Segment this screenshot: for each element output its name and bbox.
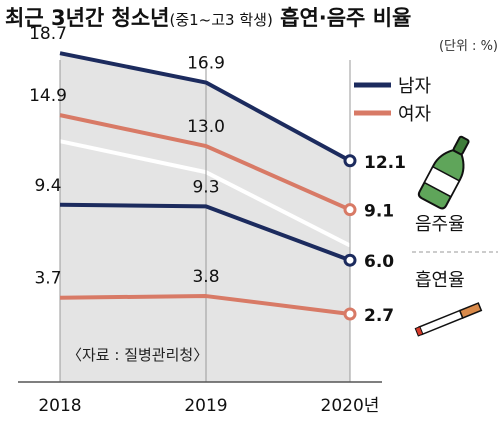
unit-label: (단위 : %) [439, 39, 498, 54]
chart-title-subtitle: (중1~고3 학생) [169, 11, 272, 29]
data-label-3-0: 3.7 [34, 269, 61, 289]
group-label-smoking: 흡연율 [415, 270, 465, 291]
series-lines [59, 51, 357, 321]
data-label-1-0: 14.9 [29, 86, 67, 106]
chart-title-part-1: 최근 3년간 청소년 [5, 6, 169, 30]
chart-title-part-2: 흡연·음주 비율 [273, 6, 412, 30]
series-line-1 [59, 113, 351, 212]
series-end-marker-1 [343, 203, 357, 217]
data-label-2-0: 9.4 [34, 176, 61, 196]
series-end-marker-2 [343, 253, 357, 267]
data-label-3-2: 2.7 [364, 306, 394, 326]
shaded-bands [59, 53, 351, 382]
year-gridlines [59, 60, 351, 382]
soju-bottle-icon [417, 135, 470, 210]
data-label-0-0: 18.7 [29, 24, 67, 44]
data-label-2-1: 9.3 [192, 177, 219, 197]
data-labels: 18.7 16.9 12.1 14.9 13.0 9.1 9.4 9.3 6.0 3.7 3.8 2.… [29, 24, 406, 326]
series-line-3 [59, 294, 351, 316]
chart-title: 최근 3년간 청소년(중1~고3 학생) 흡연·음주 비율 [5, 6, 411, 30]
legend-label-female: 여자 [398, 104, 432, 125]
data-label-0-2: 12.1 [364, 153, 406, 173]
data-label-0-1: 16.9 [187, 54, 225, 74]
group-label-drinking: 음주율 [415, 214, 465, 235]
data-label-3-1: 3.8 [192, 267, 219, 287]
x-tick-label-0: 2018 [38, 396, 81, 416]
legend-label-male: 남자 [398, 76, 432, 97]
series-end-marker-0 [343, 154, 357, 168]
cigarette-icon [414, 302, 483, 337]
x-tick-label-2: 2020년 [321, 396, 380, 416]
x-tick-label-1: 2019 [184, 396, 227, 416]
band-area [60, 53, 350, 382]
x-axis-ticks: 2018 2019 2020년 [38, 396, 379, 416]
legend: 남자 여자 [354, 76, 432, 125]
series-line-0 [59, 51, 351, 163]
series-line-2 [59, 202, 351, 263]
series-end-marker-3 [343, 307, 357, 321]
data-label-1-2: 9.1 [364, 202, 394, 222]
source-note: 〈자료 : 질병관리청〉 [67, 346, 208, 364]
data-label-2-2: 6.0 [364, 252, 394, 272]
data-label-1-1: 13.0 [187, 117, 225, 137]
